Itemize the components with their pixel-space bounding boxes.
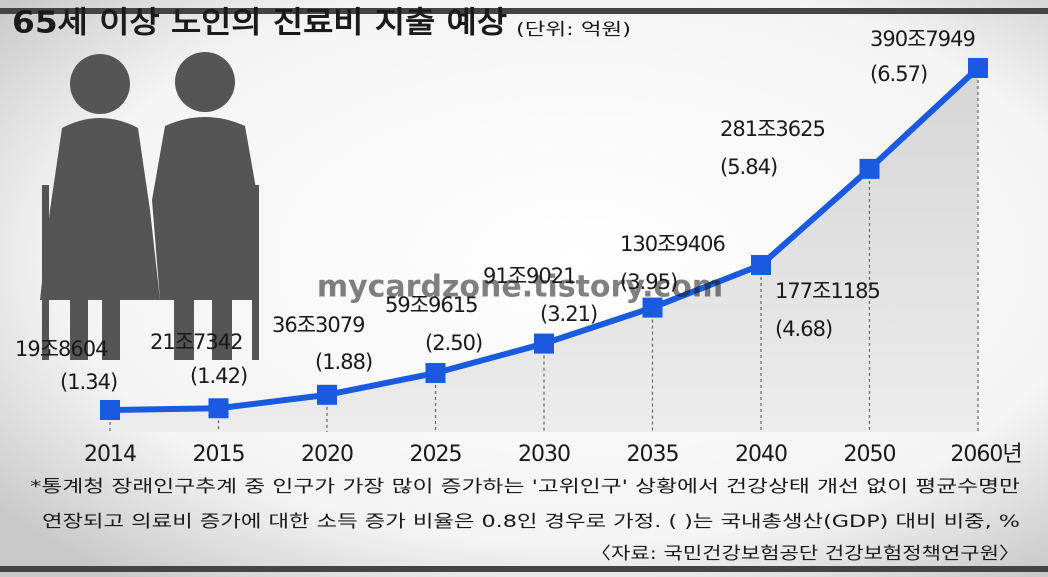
x-tick-label: 2025 bbox=[410, 442, 462, 467]
value-label: 130조9406 bbox=[620, 232, 725, 256]
x-tick-label: 2050 bbox=[844, 442, 896, 467]
value-label: 21조7342 bbox=[150, 330, 243, 354]
value-label: 281조3625 bbox=[720, 117, 825, 141]
frame-bottom bbox=[0, 566, 1048, 572]
marker bbox=[100, 400, 120, 420]
value-label: 19조8604 bbox=[15, 337, 108, 361]
gdp-share-label: (1.88) bbox=[315, 350, 372, 374]
watermark: mycardzone.tistory.com bbox=[317, 270, 723, 305]
footnote: *통계청 장래인구추계 중 인구가 가장 많이 증가하는 '고위인구' 상황에서… bbox=[30, 477, 1020, 497]
x-tick-label: 2060년 bbox=[950, 442, 1021, 467]
gdp-share-label: (4.68) bbox=[775, 317, 832, 341]
x-tick-label: 2015 bbox=[193, 442, 245, 467]
gdp-share-label: (2.50) bbox=[425, 331, 482, 355]
marker bbox=[968, 58, 988, 78]
x-tick-label: 2030 bbox=[518, 442, 570, 467]
marker bbox=[208, 398, 229, 419]
frame-top bbox=[0, 8, 1048, 14]
marker bbox=[317, 384, 337, 405]
marker bbox=[859, 158, 880, 179]
gdp-share-label: (6.57) bbox=[870, 62, 927, 86]
marker bbox=[425, 363, 446, 384]
chart-subtitle: (단위: 억원) bbox=[516, 20, 631, 40]
elderly-icon bbox=[40, 52, 259, 360]
source: 〈자료: 국민건강보험공단 건강보험정책연구원〉 bbox=[590, 544, 1020, 564]
x-tick-label: 2014 bbox=[84, 442, 136, 467]
marker bbox=[642, 297, 663, 318]
marker bbox=[751, 255, 771, 276]
value-label: 91조9021 bbox=[483, 264, 576, 288]
gdp-share-label: (1.34) bbox=[60, 370, 117, 394]
value-label: 59조9615 bbox=[385, 293, 478, 317]
gdp-share-label: (5.84) bbox=[720, 155, 777, 179]
value-label: 177조1185 bbox=[775, 279, 880, 303]
value-label: 390조7949 bbox=[870, 27, 975, 51]
x-tick-label: 2035 bbox=[627, 442, 679, 467]
area bbox=[110, 68, 978, 432]
gdp-share-label: (3.21) bbox=[540, 302, 597, 326]
marker bbox=[534, 333, 554, 354]
footnote: 연장되고 의료비 증가에 대한 소득 증가 비율은 0.8인 경우로 가정. (… bbox=[42, 512, 1020, 532]
gdp-share-label: (1.42) bbox=[190, 364, 247, 388]
x-tick-label: 2020 bbox=[301, 442, 353, 467]
chart-title: 65세 이상 노인의 진료비 지출 예상 bbox=[12, 6, 507, 41]
x-tick-label: 2040 bbox=[735, 442, 787, 467]
plot-area bbox=[100, 58, 988, 432]
value-label: 36조3079 bbox=[272, 313, 365, 337]
gdp-share-label: (3.95) bbox=[620, 270, 677, 294]
